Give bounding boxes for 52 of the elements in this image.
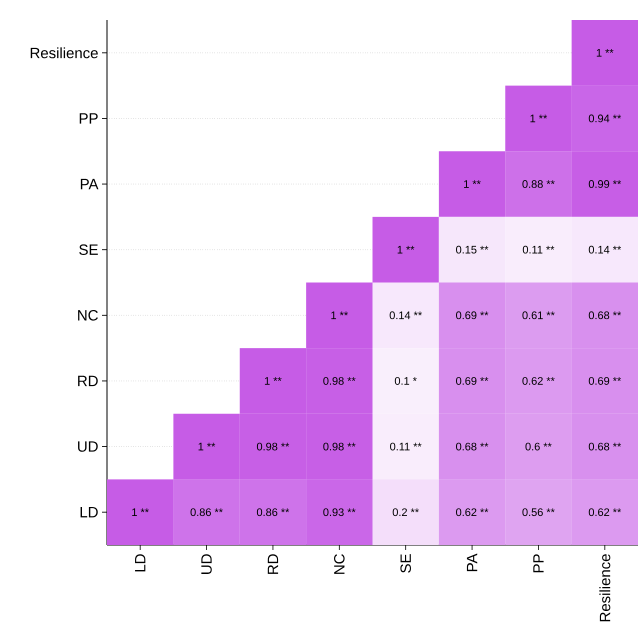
data-label: 0.68 ** xyxy=(456,442,488,450)
data-label: 0.99 ** xyxy=(588,180,622,188)
y-tick-label: NC xyxy=(78,310,98,321)
y-tick-label: UD xyxy=(78,441,98,452)
data-label: 1 ** xyxy=(264,377,282,385)
x-tick-label: Resilience xyxy=(599,554,610,622)
y-tick-label: PP xyxy=(80,113,98,124)
data-label: 0.68 ** xyxy=(588,311,622,320)
x-tick-label: NC xyxy=(334,554,345,574)
data-label: 0.98 ** xyxy=(323,377,356,385)
data-label: 0.69 ** xyxy=(456,377,488,385)
x-tick-label: RD xyxy=(268,554,278,574)
data-label: 0.93 ** xyxy=(323,508,356,516)
y-tick-label: LD xyxy=(80,507,98,518)
x-tick-label: PP xyxy=(533,554,544,572)
data-label: 1 ** xyxy=(198,442,216,450)
data-label: 0.62 ** xyxy=(522,377,555,385)
x-tick-label: LD xyxy=(135,554,146,572)
data-label: 0.14 ** xyxy=(588,246,622,254)
data-label: 1 ** xyxy=(398,246,414,254)
x-tick-label: UD xyxy=(201,554,212,574)
y-tick-label: Resilience xyxy=(30,47,98,58)
data-label: 0.94 ** xyxy=(588,114,622,122)
data-label: 0.86 ** xyxy=(190,508,223,516)
data-label: 0.11 ** xyxy=(522,246,554,254)
data-label: 0.88 ** xyxy=(522,180,555,188)
data-label: 0.68 ** xyxy=(588,442,622,450)
data-label: 0.62 ** xyxy=(456,508,488,516)
y-tick-label: PA xyxy=(80,178,98,190)
y-tick-label: SE xyxy=(79,244,98,255)
x-tick-label: PA xyxy=(466,554,478,572)
data-label: 1 ** xyxy=(331,312,348,320)
y-tick-label: RD xyxy=(78,376,98,386)
data-label: 0.62 ** xyxy=(588,508,622,516)
data-label: 0.61 ** xyxy=(522,311,555,320)
data-label: 1 ** xyxy=(132,508,149,516)
data-label: 0.15 ** xyxy=(456,246,488,254)
data-label: 0.86 ** xyxy=(256,508,290,516)
data-label: 1 ** xyxy=(464,180,481,188)
data-label: 1 ** xyxy=(530,114,548,122)
data-label: 0.11 ** xyxy=(390,442,422,450)
data-label: 0.14 ** xyxy=(390,311,422,320)
data-label: 0.56 ** xyxy=(522,508,555,516)
data-label: 0.69 ** xyxy=(588,377,622,385)
data-label: 0.6 ** xyxy=(525,442,552,450)
x-tick-label: SE xyxy=(400,554,411,573)
data-label: 0.98 ** xyxy=(256,442,290,450)
data-label: 0.2 ** xyxy=(392,508,419,516)
data-label: 0.1 * xyxy=(394,377,417,385)
data-label: 0.69 ** xyxy=(456,311,488,320)
data-label: 0.98 ** xyxy=(323,442,356,450)
data-label: 1 ** xyxy=(596,49,614,57)
